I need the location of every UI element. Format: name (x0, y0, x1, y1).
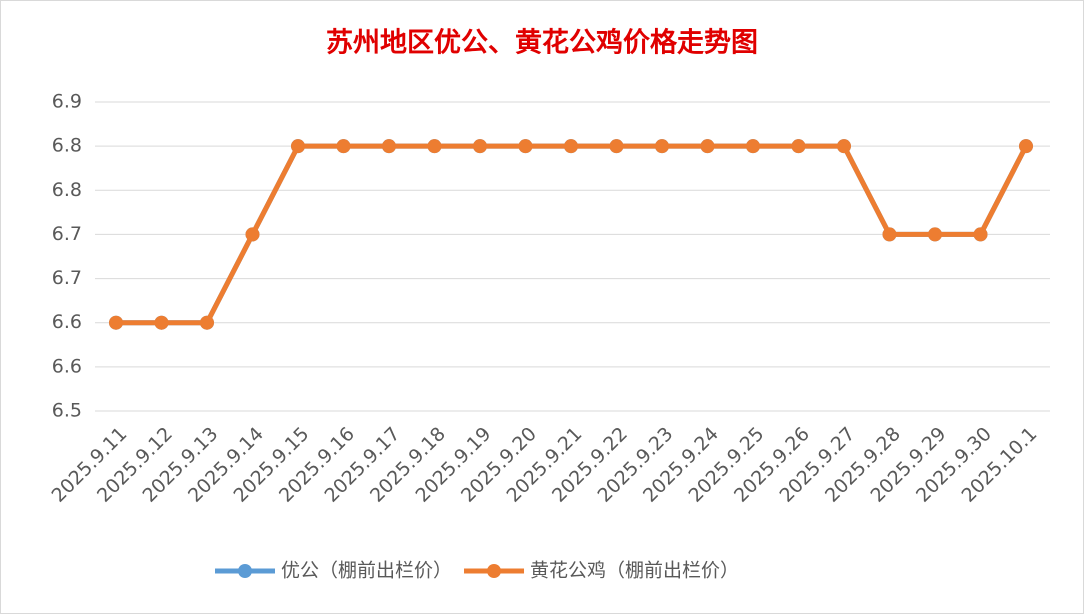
point (427, 139, 442, 154)
point (700, 139, 715, 154)
point (1019, 139, 1033, 154)
point (109, 315, 123, 330)
y-tick-label: 6.6 (52, 311, 82, 333)
y-tick-label: 6.6 (52, 355, 82, 377)
point (791, 139, 806, 154)
y-tick-label: 6.8 (52, 135, 82, 157)
point (473, 139, 487, 154)
legend-marker (487, 564, 502, 578)
point (291, 139, 305, 154)
point (973, 227, 988, 242)
point (518, 139, 533, 154)
y-tick-label: 6.8 (52, 179, 82, 201)
point (154, 315, 169, 330)
point (837, 139, 851, 154)
point (655, 139, 669, 154)
y-tick-label: 6.7 (52, 223, 82, 245)
legend-label: 黄花公鸡（棚前出栏价） (530, 560, 739, 582)
chart-title: 苏州地区优公、黄花公鸡价格走势图 (326, 28, 758, 59)
point (609, 139, 624, 154)
legend-label: 优公（棚前出栏价） (281, 560, 452, 582)
point (382, 139, 396, 154)
point (746, 139, 760, 154)
y-tick-label: 6.7 (52, 267, 82, 289)
y-tick-label: 6.5 (52, 400, 82, 422)
point (336, 139, 351, 154)
point (928, 227, 942, 242)
point (200, 315, 214, 330)
point (882, 227, 897, 242)
y-tick-label: 6.9 (52, 91, 82, 113)
point (245, 227, 260, 242)
point (564, 139, 578, 154)
legend-marker (238, 564, 252, 578)
